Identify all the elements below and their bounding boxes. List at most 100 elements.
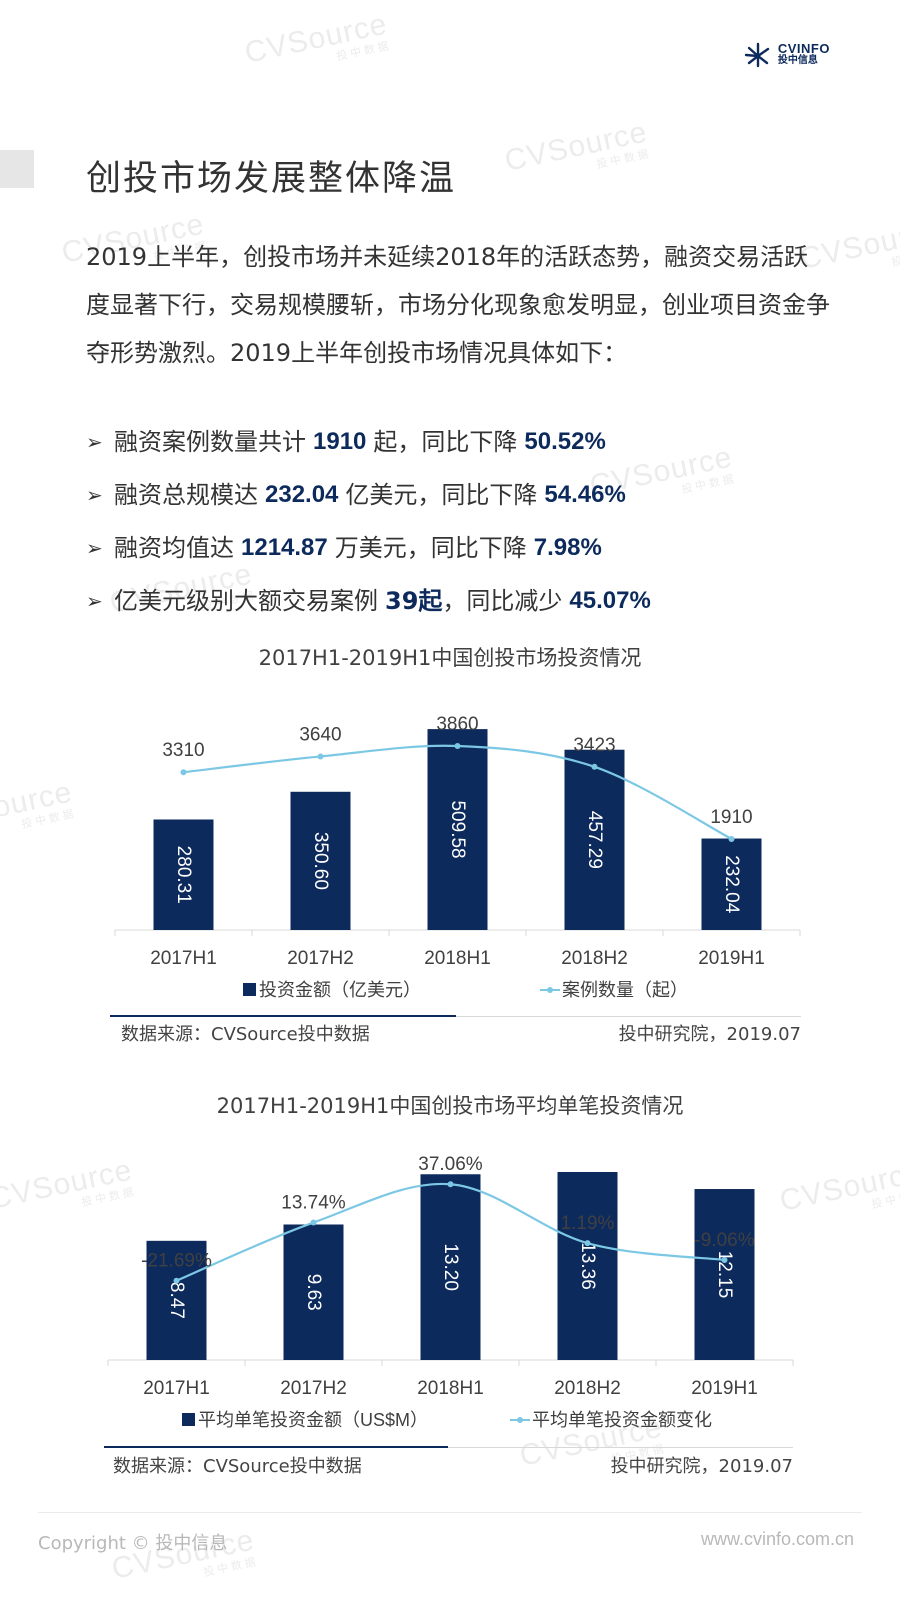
line-value-label: -21.69% bbox=[141, 1251, 212, 1272]
intro-paragraph: 2019上半年，创投市场并未延续2018年的活跃态势，融资交易活跃度显著下行，交… bbox=[86, 243, 830, 367]
bullet-value: 7.98% bbox=[533, 533, 602, 561]
logo-brand: CVINFO bbox=[777, 40, 830, 56]
legend-swatch-bar bbox=[182, 1413, 195, 1426]
watermark: CVSource 投中数据 bbox=[501, 115, 653, 178]
bar-value-label: 232.04 bbox=[721, 855, 742, 914]
investment-chart: 280.31 350.60 509.58 457.29 232.04 3310 3640 38… bbox=[114, 714, 801, 1000]
bullet-text: 起，同比下降 bbox=[373, 427, 518, 456]
bar bbox=[290, 791, 351, 930]
line-point bbox=[721, 1256, 728, 1263]
category-label: 2019H1 bbox=[691, 1378, 758, 1399]
category-label: 2018H2 bbox=[554, 1378, 621, 1399]
arrow-bullet-icon: ➢ bbox=[86, 588, 103, 613]
arrow-bullet-icon: ➢ bbox=[86, 429, 103, 454]
line-point bbox=[180, 769, 187, 776]
legend-label: 投资金额（亿美元） bbox=[259, 980, 421, 1000]
line-value-label: -9.06% bbox=[694, 1230, 754, 1251]
bullet-text: 亿美元级别大额交易案例 bbox=[114, 586, 378, 615]
line-point bbox=[317, 753, 324, 760]
legend-label: 案例数量（起） bbox=[562, 980, 688, 1000]
legend-swatch-point bbox=[517, 1417, 523, 1423]
list-item: ➢ 亿美元级别大额交易案例 39起 ，同比减少 45.07% bbox=[86, 574, 651, 627]
line-value-label: 3640 bbox=[299, 724, 341, 745]
bullet-value: 232.04 bbox=[265, 480, 339, 508]
source-divider bbox=[104, 1446, 448, 1448]
bar bbox=[420, 1174, 481, 1360]
bar-value-label: 350.60 bbox=[310, 832, 331, 890]
category-label: 2019H1 bbox=[698, 948, 765, 969]
logo-subtitle: 投中信息 bbox=[777, 54, 818, 66]
list-item: ➢ 融资案例数量共计 1910 起，同比下降 50.52% bbox=[86, 415, 651, 468]
category-label: 2018H1 bbox=[424, 948, 491, 969]
key-figures-list: ➢ 融资案例数量共计 1910 起，同比下降 50.52% ➢ 融资总规模达 232.0… bbox=[86, 415, 651, 627]
line-value-label: 1910 bbox=[710, 807, 752, 828]
line-point bbox=[447, 1181, 454, 1188]
legend-swatch-bar bbox=[243, 983, 256, 996]
line-point bbox=[584, 1240, 591, 1247]
bar bbox=[557, 1172, 618, 1360]
bullet-text: 万美元，同比下降 bbox=[334, 533, 527, 562]
bar bbox=[427, 729, 488, 930]
legend-label: 平均单笔投资金额（US$M） bbox=[198, 1410, 428, 1430]
data-source: 数据来源：CVSource投中数据 bbox=[113, 1456, 362, 1477]
bar-value-label: 457.29 bbox=[584, 811, 605, 869]
line-value-label: 3310 bbox=[162, 740, 204, 761]
footer-divider bbox=[38, 1512, 862, 1513]
chart-title: 2017H1-2019H1中国创投市场平均单笔投资情况 bbox=[216, 1094, 684, 1118]
report-credit: 投中研究院，2019.07 bbox=[618, 1024, 801, 1045]
category-label: 2018H2 bbox=[561, 948, 628, 969]
source-divider bbox=[456, 1016, 801, 1017]
bar-value-label: 13.20 bbox=[440, 1243, 461, 1291]
bullet-value: 39起 bbox=[385, 586, 443, 615]
list-item: ➢ 融资总规模达 232.04 亿美元，同比下降 54.46% bbox=[86, 468, 651, 521]
website-link[interactable]: www.cvinfo.com.cn bbox=[700, 1529, 854, 1549]
bullet-value: 54.46% bbox=[544, 480, 626, 508]
category-label: 2017H2 bbox=[280, 1378, 347, 1399]
cvinfo-logo-icon bbox=[744, 42, 770, 68]
category-label: 2017H1 bbox=[143, 1378, 210, 1399]
bullet-value: 50.52% bbox=[524, 427, 606, 455]
bullet-text: 融资案例数量共计 bbox=[114, 427, 306, 456]
bar bbox=[283, 1224, 344, 1360]
bullet-text: 亿美元，同比下降 bbox=[345, 480, 538, 509]
bullet-text: 融资总规模达 bbox=[114, 480, 258, 509]
bullet-text: 融资均值达 bbox=[114, 533, 234, 562]
bar bbox=[694, 1189, 755, 1360]
bar-value-label: 8.47 bbox=[166, 1282, 187, 1319]
bar-value-label: 12.15 bbox=[714, 1251, 735, 1299]
bar bbox=[153, 819, 214, 930]
watermark: CVSource 投中数据 bbox=[241, 7, 393, 70]
legend-label: 平均单笔投资金额变化 bbox=[532, 1410, 712, 1430]
line-value-label: 1.19% bbox=[561, 1213, 615, 1234]
source-divider bbox=[110, 1015, 456, 1017]
line-value-label: 13.74% bbox=[281, 1193, 346, 1214]
bar-value-label: 509.58 bbox=[447, 800, 468, 858]
category-label: 2017H1 bbox=[150, 948, 217, 969]
line-value-label: 37.06% bbox=[418, 1154, 483, 1175]
copyright: Copyright © 投中信息 bbox=[38, 1533, 228, 1554]
bullet-value: 1214.87 bbox=[241, 533, 328, 561]
avg-investment-chart: 8.47 9.63 13.20 13.36 12.15 -21.69% 13.74% 37.0… bbox=[107, 1154, 794, 1430]
data-source: 数据来源：CVSource投中数据 bbox=[121, 1024, 370, 1045]
arrow-bullet-icon: ➢ bbox=[86, 482, 103, 507]
line-point bbox=[310, 1219, 317, 1226]
line-point bbox=[173, 1277, 180, 1284]
line-value-label: 3423 bbox=[573, 735, 615, 756]
bar-value-label: 280.31 bbox=[173, 846, 194, 904]
page-title: 创投市场发展整体降温 bbox=[86, 159, 457, 199]
bullet-value: 1910 bbox=[313, 427, 367, 455]
line-point bbox=[591, 763, 598, 770]
category-label: 2018H1 bbox=[417, 1378, 484, 1399]
source-divider bbox=[448, 1447, 793, 1448]
line-point bbox=[454, 742, 461, 749]
bar bbox=[701, 838, 762, 930]
brand-logo: CVINFO 投中信息 bbox=[744, 40, 830, 68]
line-point bbox=[728, 835, 735, 842]
side-tab-marker bbox=[0, 150, 34, 188]
chart-title: 2017H1-2019H1中国创投市场投资情况 bbox=[258, 646, 642, 670]
bar bbox=[564, 749, 625, 930]
list-item: ➢ 融资均值达 1214.87 万美元，同比下降 7.98% bbox=[86, 521, 651, 574]
bar-value-label: 13.36 bbox=[577, 1242, 598, 1290]
report-credit: 投中研究院，2019.07 bbox=[610, 1456, 793, 1477]
arrow-bullet-icon: ➢ bbox=[86, 535, 103, 560]
